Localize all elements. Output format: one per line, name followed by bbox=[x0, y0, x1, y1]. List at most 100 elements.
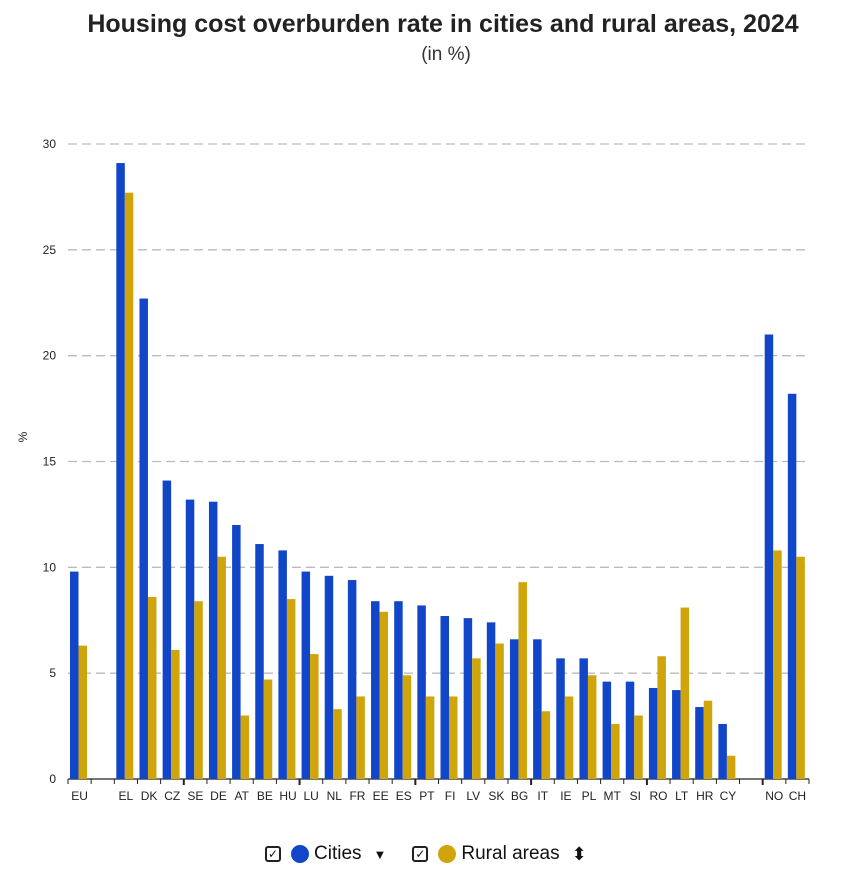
bar-rural-de bbox=[217, 556, 226, 779]
x-tick-label: EE bbox=[373, 789, 389, 803]
bar-rural-hu bbox=[286, 599, 296, 779]
bar-cities-hr bbox=[695, 707, 704, 779]
bar-rural-cy bbox=[726, 755, 736, 779]
bar-cities-dk bbox=[139, 298, 148, 779]
sort-icon[interactable]: ⬍ bbox=[571, 843, 587, 864]
bar-cities-ie bbox=[556, 658, 565, 779]
x-tick-label: HR bbox=[696, 789, 714, 803]
y-axis-label: % bbox=[16, 431, 30, 442]
y-tick-label: 10 bbox=[43, 560, 57, 574]
bar-cities-at bbox=[232, 525, 241, 779]
bar-rural-ie bbox=[564, 696, 574, 779]
bar-rural-lu bbox=[310, 654, 319, 779]
bar-rural-lv bbox=[472, 658, 481, 779]
bar-cities-lv bbox=[463, 618, 473, 779]
bar-cities-fi bbox=[440, 616, 449, 779]
x-tick-label: LV bbox=[466, 789, 480, 803]
bar-rural-cz bbox=[171, 649, 180, 779]
bar-cities-si bbox=[625, 681, 635, 779]
x-tick-label: CZ bbox=[164, 789, 180, 803]
x-tick-label: LT bbox=[675, 789, 689, 803]
x-tick-label: CH bbox=[789, 789, 806, 803]
y-tick-label: 15 bbox=[43, 455, 57, 469]
bar-cities-es bbox=[394, 601, 403, 779]
bar-rural-ch bbox=[796, 556, 805, 779]
y-tick-label: 30 bbox=[43, 137, 57, 151]
bar-rural-ro bbox=[657, 656, 666, 779]
bar-rural-nl bbox=[333, 709, 342, 779]
x-tick-label: IE bbox=[560, 789, 571, 803]
bar-cities-cz bbox=[162, 480, 172, 779]
x-tick-label: FR bbox=[349, 789, 365, 803]
bar-rural-it bbox=[541, 711, 551, 779]
x-tick-label: SI bbox=[630, 789, 641, 803]
x-tick-label: CY bbox=[720, 789, 737, 803]
bar-cities-be bbox=[255, 544, 264, 779]
x-tick-label: LU bbox=[303, 789, 318, 803]
bar-rural-at bbox=[240, 715, 250, 779]
bar-rural-bg bbox=[518, 582, 527, 779]
y-tick-label: 5 bbox=[49, 666, 56, 680]
bar-cities-hu bbox=[278, 550, 287, 779]
bar-cities-no bbox=[764, 334, 774, 779]
x-tick-label: HU bbox=[279, 789, 296, 803]
cities-legend-label[interactable]: Cities bbox=[314, 843, 362, 864]
x-tick-label: PT bbox=[419, 789, 435, 803]
bar-rural-hr bbox=[703, 700, 713, 779]
bar-cities-fr bbox=[347, 580, 357, 779]
bar-cities-cy bbox=[718, 723, 727, 779]
chart-subtitle: (in %) bbox=[421, 44, 471, 65]
bar-cities-ch bbox=[787, 393, 797, 779]
x-tick-label: EU bbox=[71, 789, 88, 803]
bar-cities-pl bbox=[579, 658, 588, 779]
bar-cities-eu bbox=[70, 571, 79, 779]
bar-rural-se bbox=[194, 601, 203, 779]
bar-cities-ee bbox=[371, 601, 380, 779]
x-tick-label: EL bbox=[119, 789, 134, 803]
x-tick-label: SE bbox=[187, 789, 203, 803]
bar-cities-se bbox=[185, 499, 195, 779]
x-tick-label: NL bbox=[327, 789, 343, 803]
sort-descending-icon[interactable]: ▼ bbox=[373, 846, 387, 862]
x-tick-label: BE bbox=[257, 789, 273, 803]
rural-legend-label[interactable]: Rural areas bbox=[461, 843, 560, 864]
bar-rural-dk bbox=[147, 596, 157, 779]
bar-rural-be bbox=[263, 679, 273, 779]
chart-title: Housing cost overburden rate in cities a… bbox=[87, 10, 799, 38]
x-tick-label: IT bbox=[537, 789, 548, 803]
bar-rural-si bbox=[634, 715, 643, 779]
x-tick-label: BG bbox=[511, 789, 528, 803]
bar-cities-ro bbox=[648, 687, 658, 779]
rural-checkbox[interactable]: ✓ bbox=[412, 846, 429, 862]
x-tick-label: PL bbox=[582, 789, 597, 803]
bar-cities-lt bbox=[672, 690, 681, 779]
bar-cities-lu bbox=[301, 571, 311, 779]
x-tick-label: FI bbox=[445, 789, 456, 803]
x-tick-label: MT bbox=[604, 789, 622, 803]
x-tick-label: SK bbox=[488, 789, 504, 803]
y-tick-label: 0 bbox=[49, 772, 56, 786]
bar-rural-fi bbox=[449, 696, 458, 779]
bar-cities-el bbox=[116, 163, 125, 780]
x-tick-label: DE bbox=[210, 789, 227, 803]
cities-checkbox[interactable]: ✓ bbox=[265, 846, 281, 862]
legend: ✓ Cities ▼ ✓ Rural areas ⬍ bbox=[265, 843, 613, 865]
bar-cities-nl bbox=[324, 575, 334, 779]
bar-rural-pl bbox=[587, 675, 597, 779]
bar-rural-eu bbox=[78, 645, 87, 779]
bar-cities-mt bbox=[602, 681, 612, 779]
bar-cities-de bbox=[208, 501, 218, 779]
x-tick-label: RO bbox=[649, 789, 667, 803]
bar-cities-it bbox=[533, 639, 542, 779]
y-tick-label: 20 bbox=[43, 349, 57, 363]
x-tick-label: DK bbox=[141, 789, 158, 803]
x-tick-label: AT bbox=[234, 789, 249, 803]
bar-rural-no bbox=[773, 550, 782, 779]
bar-rural-fr bbox=[356, 696, 365, 779]
bar-rural-sk bbox=[495, 643, 504, 779]
x-tick-label: ES bbox=[396, 789, 412, 803]
x-tick-label: NO bbox=[765, 789, 783, 803]
rural-color-dot-icon bbox=[438, 845, 457, 863]
bar-cities-sk bbox=[486, 622, 496, 779]
